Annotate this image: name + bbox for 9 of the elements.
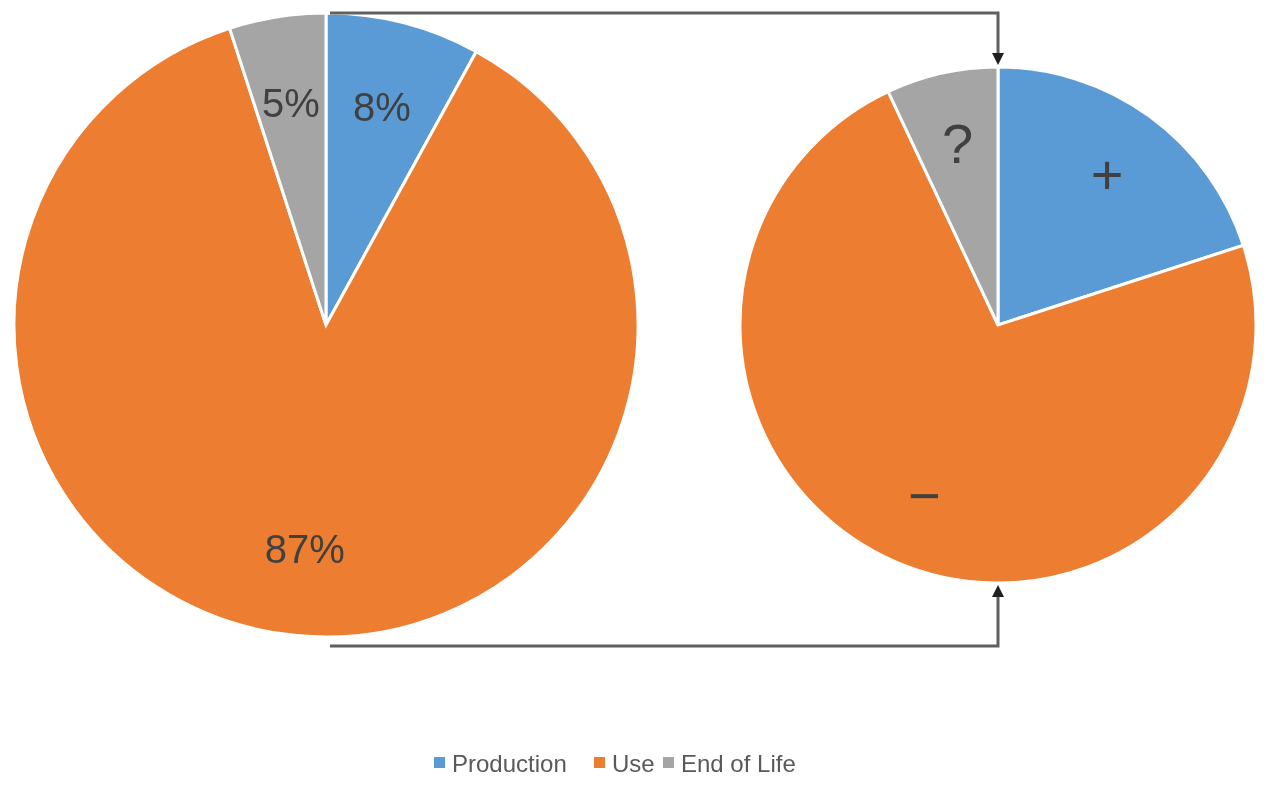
- data-label: ?: [941, 112, 974, 176]
- data-label: 87%: [264, 526, 345, 571]
- legend-label: Production: [452, 749, 567, 777]
- legend-label: End of Life: [681, 749, 796, 777]
- data-label: −: [907, 463, 941, 527]
- legend-label: Use: [612, 749, 655, 777]
- data-label: 5%: [261, 81, 320, 126]
- data-label: +: [1090, 143, 1124, 207]
- data-label: 8%: [352, 85, 411, 130]
